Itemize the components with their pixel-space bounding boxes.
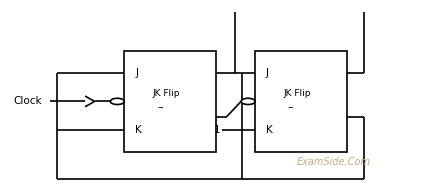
Text: JK Flip: JK Flip	[153, 89, 180, 98]
Text: 1: 1	[214, 125, 220, 135]
Circle shape	[110, 98, 124, 105]
Text: –: –	[288, 103, 293, 113]
Bar	[255, 51, 347, 152]
Text: JK Flip: JK Flip	[283, 89, 311, 98]
Circle shape	[241, 98, 255, 105]
Text: K: K	[135, 125, 142, 135]
Bar	[124, 51, 216, 152]
Text: J: J	[266, 68, 269, 78]
Text: K: K	[266, 125, 272, 135]
Text: –: –	[157, 103, 163, 113]
Text: Clock: Clock	[13, 96, 42, 106]
Text: J: J	[135, 68, 138, 78]
Text: ExamSide.Com: ExamSide.Com	[296, 157, 371, 167]
